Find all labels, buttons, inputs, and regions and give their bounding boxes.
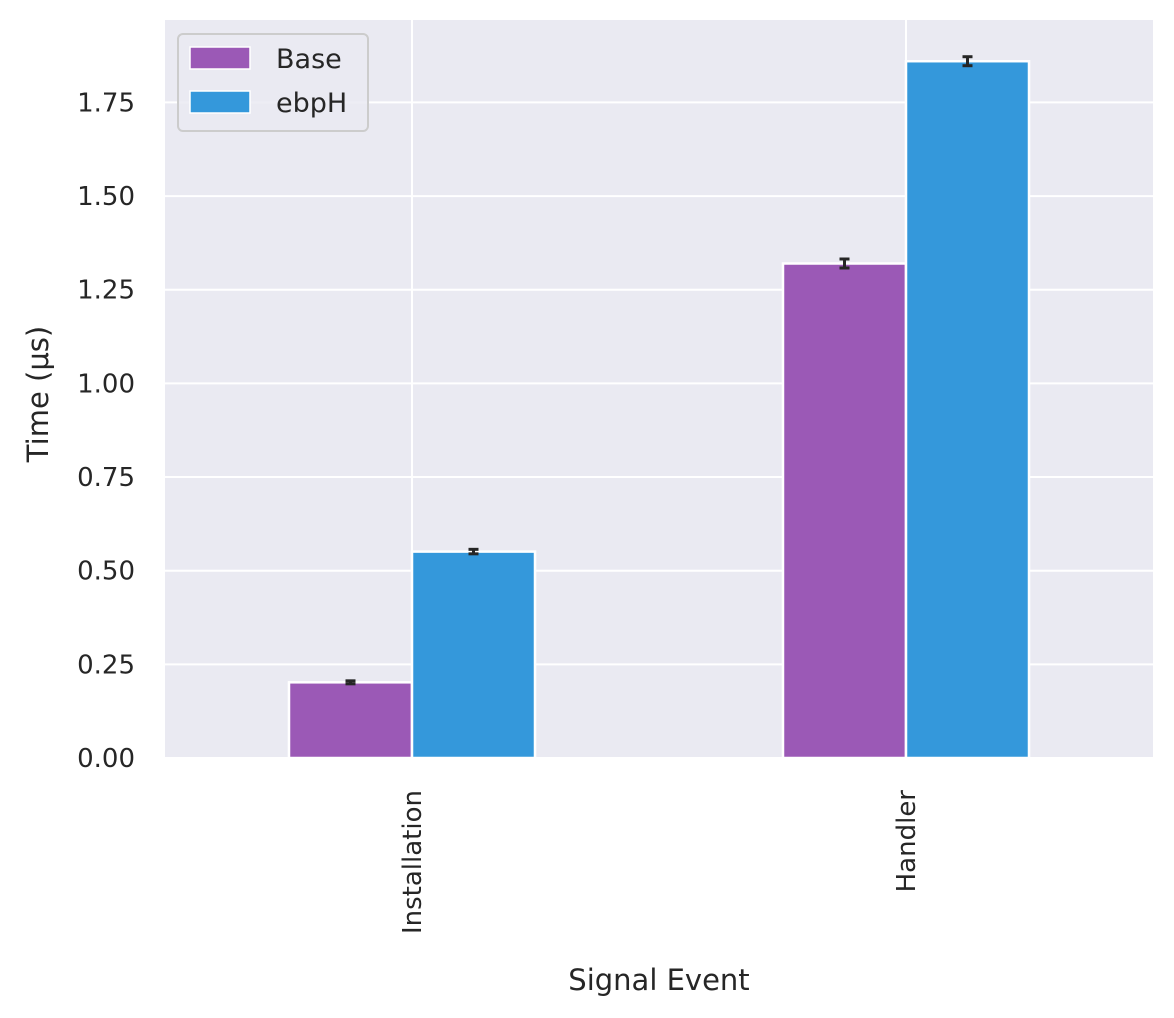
y-tick-label: 1.75 xyxy=(77,88,135,118)
y-tick-label: 0.50 xyxy=(77,557,135,587)
legend-swatch-ebph xyxy=(189,90,251,114)
x-tick-labels: Installation Handler xyxy=(398,790,922,934)
y-tick-label: 0.25 xyxy=(77,650,135,680)
y-tick-label: 1.50 xyxy=(77,182,135,212)
x-axis-title: Signal Event xyxy=(568,963,749,997)
error-bar xyxy=(468,547,479,556)
error-bar xyxy=(345,679,356,686)
y-tick-label: 1.25 xyxy=(77,276,135,306)
bar-base-handler xyxy=(781,262,908,760)
x-tick-label: Handler xyxy=(892,790,922,893)
y-tick-label: 1.00 xyxy=(77,369,135,399)
legend: Base ebpH xyxy=(177,33,369,132)
bar-ebph-handler xyxy=(904,59,1031,760)
y-tick-labels: 0.00 0.25 0.50 0.75 1.00 1.25 1.50 1.75 xyxy=(77,88,135,774)
bars xyxy=(287,59,1031,760)
y-axis-title: Time (μs) xyxy=(21,326,55,463)
error-bar xyxy=(962,55,973,68)
legend-swatch-base xyxy=(189,46,251,70)
x-tick-label: Installation xyxy=(398,790,428,934)
error-bars xyxy=(345,55,973,686)
y-tick-label: 0.00 xyxy=(77,744,135,774)
legend-label-base: Base xyxy=(276,44,342,75)
legend-label-ebph: ebpH xyxy=(276,88,347,119)
bar-ebph-installation xyxy=(410,550,537,760)
error-bar xyxy=(839,257,850,270)
bar-base-installation xyxy=(287,681,414,760)
y-tick-label: 0.75 xyxy=(77,463,135,493)
